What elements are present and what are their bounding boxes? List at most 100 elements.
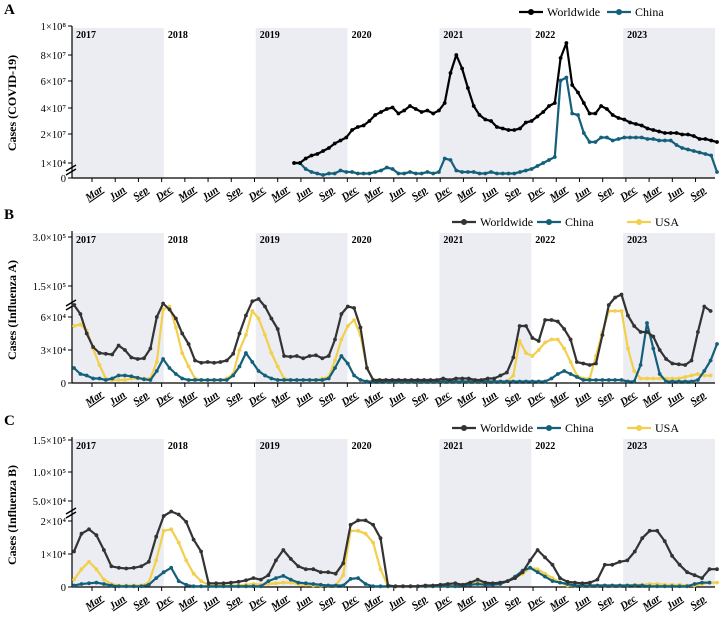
data-point-worldwide <box>490 581 495 586</box>
data-point-worldwide <box>445 582 450 586</box>
data-point-china <box>670 379 675 384</box>
data-point-worldwide <box>500 126 505 131</box>
x-tick-label: Jun <box>478 185 499 204</box>
data-point-china <box>617 583 622 588</box>
data-point-china <box>619 378 624 382</box>
data-point-worldwide <box>184 520 189 524</box>
data-point-usa <box>555 337 560 342</box>
data-point-china <box>505 379 509 384</box>
data-point-china <box>161 570 166 575</box>
data-point-china <box>613 378 617 382</box>
data-point-worldwide <box>303 156 308 161</box>
data-point-china <box>485 379 490 384</box>
x-tick-label: Sep <box>224 185 243 203</box>
data-point-worldwide <box>281 548 286 552</box>
x-tick-label: Sep <box>503 594 522 612</box>
y-tick-label: 0 <box>61 379 66 390</box>
data-point-china <box>552 155 557 159</box>
data-point-worldwide <box>441 376 446 381</box>
x-tick-label: Jun <box>107 390 128 409</box>
data-point-china <box>205 378 210 382</box>
data-point-worldwide <box>437 108 441 113</box>
data-point-worldwide <box>123 348 127 352</box>
data-point-china <box>309 170 314 174</box>
data-point-china <box>466 170 470 174</box>
year-label: 2021 <box>443 30 463 41</box>
data-point-china <box>703 152 708 156</box>
data-point-worldwide <box>275 327 280 331</box>
data-point-worldwide <box>415 378 420 382</box>
data-point-china <box>339 354 344 358</box>
data-point-china <box>176 579 181 583</box>
data-point-worldwide <box>691 134 696 138</box>
data-point-usa <box>708 373 713 378</box>
year-label: 2017 <box>76 235 96 246</box>
data-point-china <box>301 378 306 382</box>
data-point-usa <box>339 337 344 342</box>
series-line-china <box>73 566 710 588</box>
data-point-china <box>651 346 656 351</box>
data-point-china <box>696 378 700 382</box>
data-point-worldwide <box>466 86 470 90</box>
data-point-usa <box>352 318 356 322</box>
data-point-worldwide <box>657 348 662 352</box>
data-point-china <box>715 342 719 346</box>
x-tick-label: Jun <box>664 185 685 204</box>
x-tick-label: Dec <box>525 593 546 612</box>
x-tick-label: Sep <box>688 594 707 612</box>
data-point-china <box>154 369 159 373</box>
data-point-usa <box>180 351 185 355</box>
legend-label: China <box>565 215 594 229</box>
y-tick-label: 1.0×10⁵ <box>33 468 67 479</box>
data-point-china <box>689 379 694 384</box>
data-point-china <box>124 584 129 589</box>
data-point-china <box>184 582 189 587</box>
data-point-china <box>350 170 354 174</box>
data-point-worldwide <box>146 559 151 564</box>
data-point-china <box>236 584 241 589</box>
data-point-worldwide <box>593 111 598 116</box>
data-point-worldwide <box>468 580 473 585</box>
x-tick-label: Jun <box>293 185 314 204</box>
y-tick-label: 1.5×10⁵ <box>33 436 67 447</box>
data-point-worldwide <box>379 110 383 114</box>
data-point-worldwide <box>692 573 697 578</box>
x-tick-label: Dec <box>339 593 360 612</box>
x-tick-label: Dec <box>153 389 174 408</box>
data-point-worldwide <box>72 549 76 554</box>
data-point-usa <box>263 333 267 337</box>
data-point-worldwide <box>129 355 134 360</box>
data-point-china <box>610 583 615 588</box>
data-point-china <box>425 170 430 174</box>
data-point-china <box>355 171 360 176</box>
data-point-worldwide <box>231 351 236 356</box>
data-point-worldwide <box>363 518 368 523</box>
data-point-china <box>530 379 535 384</box>
data-point-china <box>651 137 656 141</box>
data-point-china <box>477 171 482 176</box>
data-point-worldwide <box>555 319 560 324</box>
data-point-china <box>191 584 196 589</box>
data-point-china <box>345 361 350 366</box>
x-tick-label: Dec <box>153 184 174 203</box>
data-point-china <box>632 583 637 588</box>
data-point-china <box>610 138 615 143</box>
x-tick-label: Jun <box>664 594 685 613</box>
data-point-worldwide <box>274 558 278 563</box>
panel-letter-a: A <box>4 2 15 18</box>
data-point-china <box>269 376 274 381</box>
data-point-china <box>320 378 325 382</box>
y-tick-label: 2×10⁴ <box>41 517 67 528</box>
data-point-worldwide <box>657 129 661 134</box>
data-point-worldwide <box>307 354 312 358</box>
data-point-china <box>622 135 627 140</box>
data-point-worldwide <box>511 355 516 360</box>
data-point-worldwide <box>628 120 632 125</box>
data-point-china <box>250 360 255 364</box>
data-point-china <box>154 576 159 580</box>
data-point-worldwide <box>552 101 557 105</box>
data-point-worldwide <box>365 366 369 370</box>
data-point-usa <box>562 346 567 351</box>
data-point-china <box>311 582 316 586</box>
data-point-worldwide <box>148 346 153 351</box>
